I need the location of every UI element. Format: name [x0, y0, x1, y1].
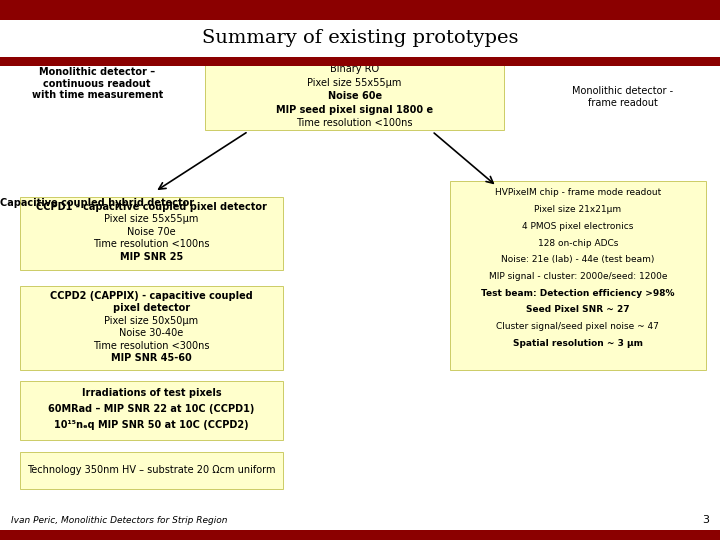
Bar: [20, 452, 283, 489]
Text: Pixel size 21x21μm: Pixel size 21x21μm: [534, 205, 621, 214]
Text: Noise 60e: Noise 60e: [328, 91, 382, 101]
Text: Time resolution <100ns: Time resolution <100ns: [94, 239, 210, 249]
Bar: [0, 57, 720, 66]
Text: 60MRad – MIP SNR 22 at 10C (CCPD1): 60MRad – MIP SNR 22 at 10C (CCPD1): [48, 404, 255, 414]
Bar: [20, 197, 283, 270]
Text: Test beam: Detection efficiency >98%: Test beam: Detection efficiency >98%: [481, 289, 675, 298]
Text: pixel detector: pixel detector: [113, 303, 190, 313]
Bar: [20, 381, 283, 440]
Bar: [20, 286, 283, 370]
Text: Time resolution <100ns: Time resolution <100ns: [297, 118, 413, 128]
Text: Time resolution <300ns: Time resolution <300ns: [94, 341, 210, 350]
Bar: [205, 46, 504, 130]
Text: Spatial resolution ~ 3 μm: Spatial resolution ~ 3 μm: [513, 339, 643, 348]
Text: CMOS in-pixel electronics with hit detection: CMOS in-pixel electronics with hit detec…: [216, 51, 493, 60]
Text: Noise 30-40e: Noise 30-40e: [120, 328, 184, 338]
Text: Capacitive coupled hybrid detector: Capacitive coupled hybrid detector: [0, 198, 194, 207]
Text: MIP signal - cluster: 2000e/seed: 1200e: MIP signal - cluster: 2000e/seed: 1200e: [489, 272, 667, 281]
Text: Monolithic detector –
continuous readout
with time measurement: Monolithic detector – continuous readout…: [32, 67, 163, 100]
Text: Pixel size 55x55μm: Pixel size 55x55μm: [307, 78, 402, 87]
Text: Irradiations of test pixels: Irradiations of test pixels: [82, 388, 221, 397]
Text: Cluster signal/seed pixel noise ~ 47: Cluster signal/seed pixel noise ~ 47: [496, 322, 660, 331]
Text: CCPD1 - capacitive coupled pixel detector: CCPD1 - capacitive coupled pixel detecto…: [36, 202, 267, 212]
Text: Monolithic detector -
frame readout: Monolithic detector - frame readout: [572, 86, 673, 108]
Text: Binary RO: Binary RO: [330, 64, 379, 74]
Text: MIP seed pixel signal 1800 e: MIP seed pixel signal 1800 e: [276, 105, 433, 114]
Text: Pixel size 50x50μm: Pixel size 50x50μm: [104, 316, 199, 326]
Text: HVPixelM chip - frame mode readout: HVPixelM chip - frame mode readout: [495, 188, 661, 197]
Text: MIP SNR 45-60: MIP SNR 45-60: [111, 353, 192, 363]
Text: Ivan Peric, Monolithic Detectors for Strip Region: Ivan Peric, Monolithic Detectors for Str…: [11, 516, 228, 525]
Text: 3: 3: [702, 515, 709, 525]
Text: Noise 70e: Noise 70e: [127, 227, 176, 237]
Text: Technology 350nm HV – substrate 20 Ωcm uniform: Technology 350nm HV – substrate 20 Ωcm u…: [27, 465, 276, 475]
Text: Summary of existing prototypes: Summary of existing prototypes: [202, 29, 518, 48]
Text: CCPD2 (CAPPIX) - capacitive coupled: CCPD2 (CAPPIX) - capacitive coupled: [50, 291, 253, 301]
Bar: [0, 530, 720, 540]
Bar: [0, 0, 720, 20]
Text: 128 on-chip ADCs: 128 on-chip ADCs: [538, 239, 618, 247]
Text: Seed Pixel SNR ~ 27: Seed Pixel SNR ~ 27: [526, 306, 629, 314]
Bar: [0, 20, 720, 57]
Text: HVPixel – CMOS in-pixel electronics with hit detection: HVPixel – CMOS in-pixel electronics with…: [224, 51, 485, 60]
Text: 10¹⁵nₑq MIP SNR 50 at 10C (CCPD2): 10¹⁵nₑq MIP SNR 50 at 10C (CCPD2): [54, 420, 249, 430]
Text: 4 PMOS pixel electronics: 4 PMOS pixel electronics: [522, 222, 634, 231]
Text: Noise: 21e (lab) - 44e (test beam): Noise: 21e (lab) - 44e (test beam): [501, 255, 654, 264]
Bar: [450, 181, 706, 370]
Text: MIP SNR 25: MIP SNR 25: [120, 252, 183, 261]
Text: Pixel size 55x55μm: Pixel size 55x55μm: [104, 214, 199, 224]
